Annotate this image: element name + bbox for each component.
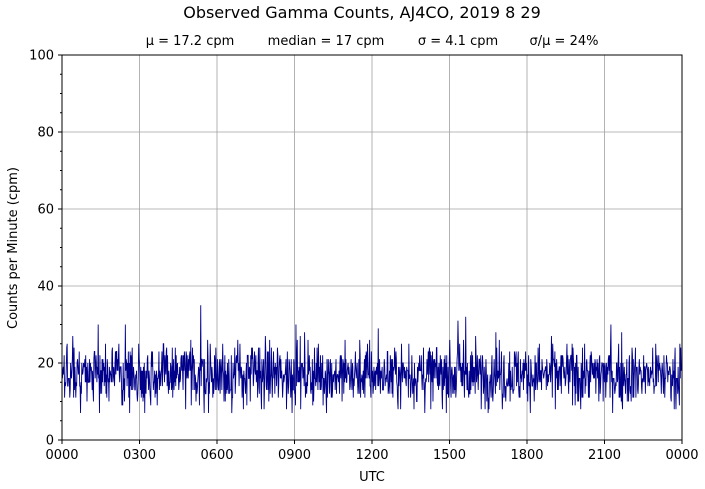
y-tick-label: 0 — [46, 434, 54, 449]
y-tick-label: 20 — [37, 357, 54, 372]
x-tick-label: 1500 — [433, 448, 466, 463]
ticks: 0000 0300 0600 0900 1200 1500 1800 2100 00000204… — [29, 49, 698, 464]
x-tick-label: 0300 — [123, 448, 156, 463]
x-tick-label: 1200 — [355, 448, 388, 463]
series-group — [61, 305, 683, 414]
stat-mean: μ = 17.2 cpm — [146, 34, 235, 49]
series-line-counts — [61, 305, 683, 414]
stat-median: median = 17 cpm — [268, 34, 385, 49]
y-tick-label: 60 — [37, 203, 54, 218]
y-tick-label: 80 — [37, 126, 54, 141]
x-tick-label: 1800 — [510, 448, 543, 463]
chart-title: Observed Gamma Counts, AJ4CO, 2019 8 29 — [183, 3, 541, 22]
x-tick-label: 2100 — [588, 448, 621, 463]
x-tick-label: 0900 — [278, 448, 311, 463]
x-tick-label: 0600 — [200, 448, 233, 463]
x-axis-label: UTC — [359, 470, 385, 485]
stat-cv: σ/μ = 24% — [530, 34, 599, 49]
x-tick-label: 0000 — [665, 448, 698, 463]
y-axis-label: Counts per Minute (cpm) — [6, 167, 21, 329]
y-tick-label: 100 — [29, 49, 54, 64]
stat-sigma: σ = 4.1 cpm — [418, 34, 498, 49]
y-tick-label: 40 — [37, 280, 54, 295]
x-tick-label: 0000 — [45, 448, 78, 463]
